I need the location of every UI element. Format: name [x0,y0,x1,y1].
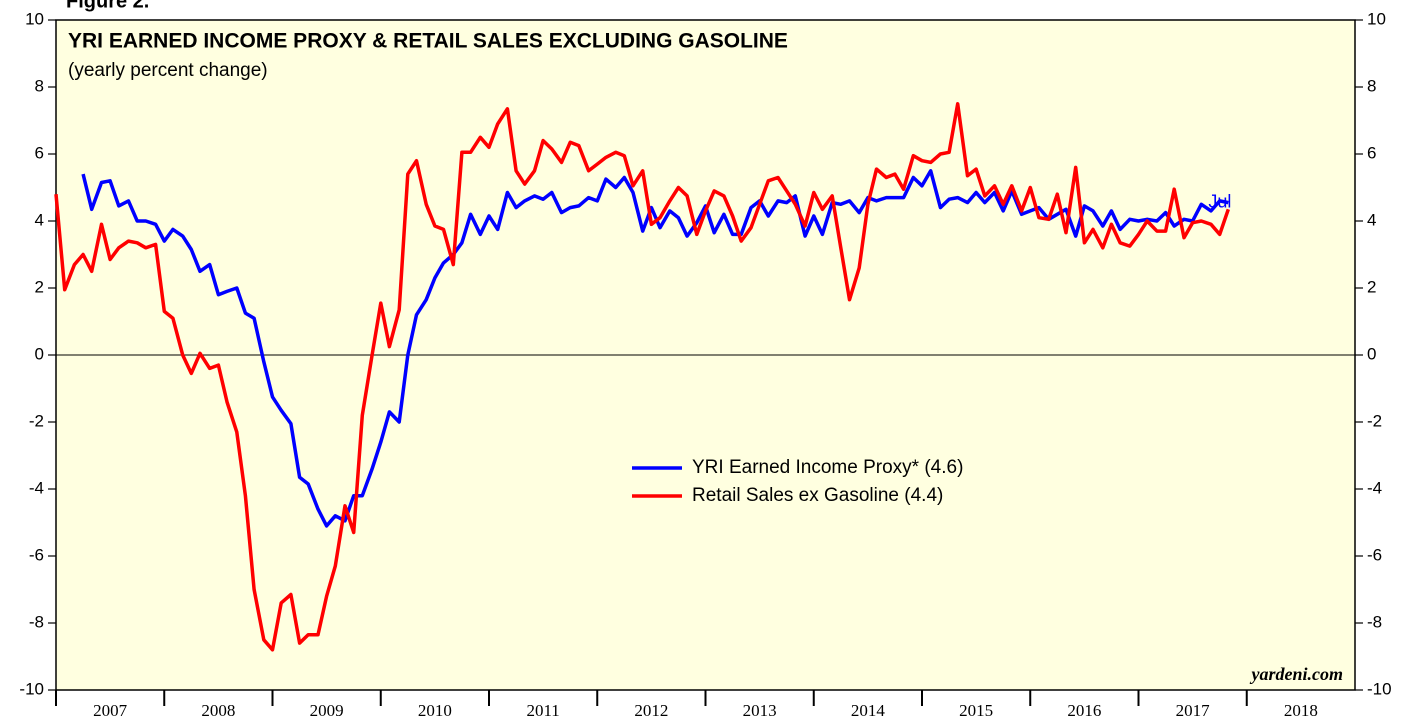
y2-tick-label: 2 [1367,277,1376,296]
x-tick-label: 2011 [526,701,559,720]
y-tick-label: -4 [29,478,44,497]
source: yardeni.com [1250,664,1344,684]
y2-tick-label: 8 [1367,76,1376,95]
y2-tick-label: -2 [1367,411,1382,430]
y-tick-label: 10 [25,9,44,28]
y2-tick-label: -4 [1367,478,1382,497]
y-tick-label: -2 [29,411,44,430]
y-tick-label: 0 [35,344,44,363]
series-line [54,102,1230,652]
y-tick-label: 6 [35,143,44,162]
y2-tick-label: -10 [1367,679,1392,698]
y2-tick-label: 10 [1367,9,1386,28]
y-tick-label: 2 [35,277,44,296]
y-tick-label: 4 [35,210,44,229]
y-tick-label: -10 [19,679,44,698]
y2-tick-label: -8 [1367,612,1382,631]
annotation: Jul [1208,191,1231,211]
legend-label: Retail Sales ex Gasoline (4.4) [692,485,943,506]
x-tick-label: 2007 [93,701,128,720]
legend-label: YRI Earned Income Proxy* (4.6) [692,457,963,478]
chart-title: YRI EARNED INCOME PROXY & RETAIL SALES E… [68,30,788,53]
x-tick-label: 2009 [310,701,344,720]
x-tick-label: 2013 [743,701,777,720]
x-tick-label: 2010 [418,701,452,720]
x-tick-label: 2012 [634,701,668,720]
x-tick-label: 2008 [201,701,235,720]
x-tick-label: 2018 [1284,701,1318,720]
figure-label: Figure 2. [66,0,149,12]
chart-subtitle: (yearly percent change) [68,60,268,81]
y-tick-label: -6 [29,545,44,564]
x-tick-label: 2017 [1176,701,1211,720]
x-tick-label: 2015 [959,701,993,720]
y2-tick-label: -6 [1367,545,1382,564]
y2-tick-label: 6 [1367,143,1376,162]
y2-tick-label: 4 [1367,210,1376,229]
y-tick-label: 8 [35,76,44,95]
y-tick-label: -8 [29,612,44,631]
x-tick-label: 2016 [1067,701,1101,720]
x-tick-label: 2014 [851,701,886,720]
y2-tick-label: 0 [1367,344,1376,363]
